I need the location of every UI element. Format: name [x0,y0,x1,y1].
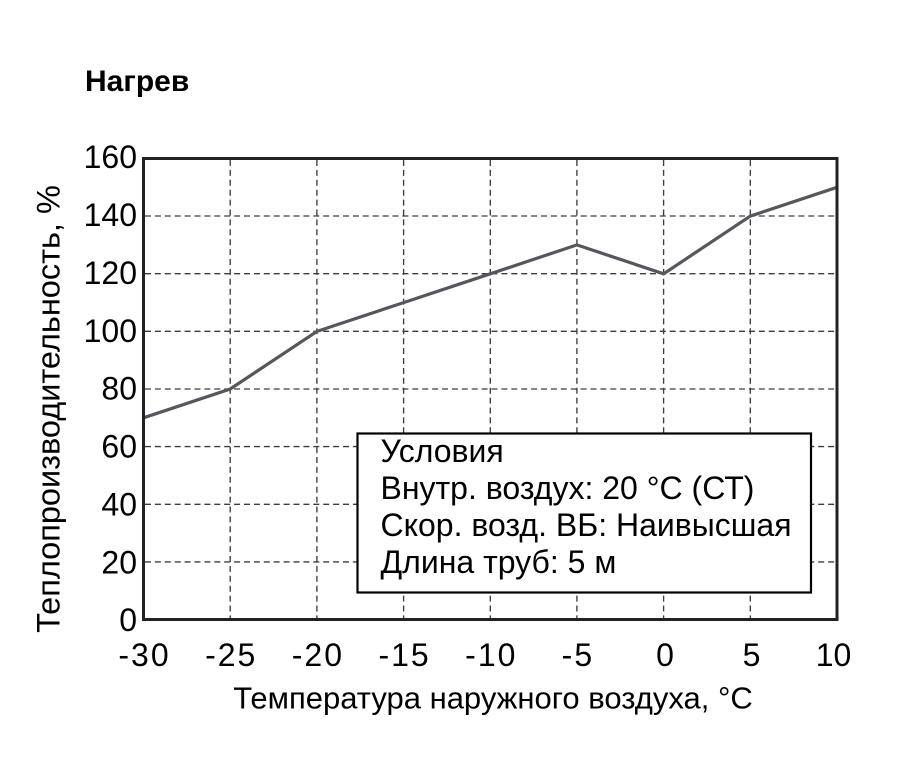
svg-text:5: 5 [743,637,761,673]
svg-text:-30: -30 [118,637,170,673]
svg-text:Скор. возд. ВБ: Наивысшая: Скор. возд. ВБ: Наивысшая [381,507,792,543]
svg-text:60: 60 [101,429,137,465]
svg-text:160: 160 [84,139,137,175]
svg-text:Нагрев: Нагрев [85,65,189,98]
svg-text:10: 10 [816,637,852,673]
svg-text:-5: -5 [562,637,594,673]
svg-text:-15: -15 [378,637,430,673]
svg-text:Условия: Условия [381,433,504,469]
svg-text:0: 0 [656,637,674,673]
svg-text:140: 140 [84,197,137,233]
svg-text:Длина труб: 5 м: Длина труб: 5 м [381,544,617,580]
svg-text:20: 20 [101,544,137,580]
svg-text:100: 100 [84,313,137,349]
svg-text:Температура наружного воздуха,: Температура наружного воздуха, °C [233,681,753,716]
svg-text:120: 120 [84,255,137,291]
svg-text:Внутр. воздух: 20 °C (СТ): Внутр. воздух: 20 °C (СТ) [381,470,755,506]
svg-text:-10: -10 [465,637,517,673]
svg-text:80: 80 [101,371,137,407]
svg-text:40: 40 [101,487,137,523]
svg-text:-20: -20 [292,637,344,673]
svg-text:-25: -25 [205,637,257,673]
svg-text:0: 0 [119,602,137,638]
svg-text:Теплопроизводительность, %: Теплопроизводительность, % [31,185,67,633]
